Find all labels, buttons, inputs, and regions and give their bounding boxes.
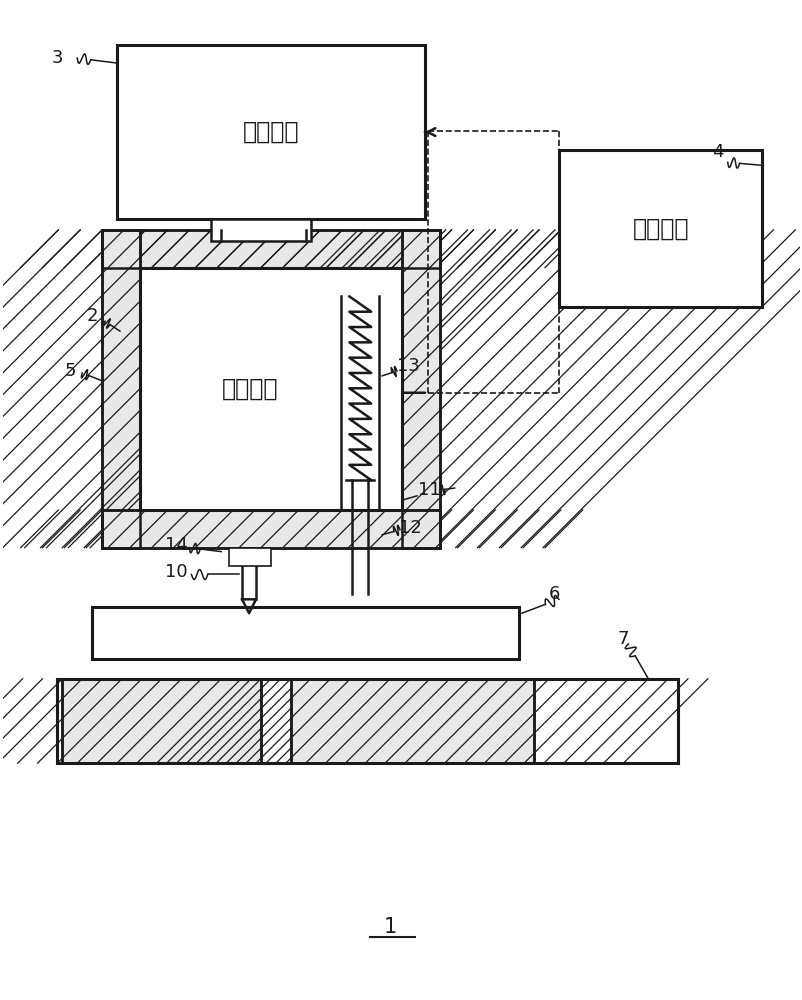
Bar	[102, 230, 140, 548]
Bar	[558, 150, 762, 307]
Text: 11: 11	[418, 481, 440, 499]
Text: 3: 3	[51, 49, 63, 67]
Bar	[229, 548, 270, 566]
Text: 驱动单元: 驱动单元	[242, 120, 299, 144]
Bar	[117, 45, 424, 219]
Bar	[102, 230, 439, 268]
Text: 7: 7	[617, 630, 629, 648]
Bar	[102, 230, 140, 548]
Bar	[402, 230, 439, 548]
Text: 13: 13	[396, 357, 419, 375]
Bar	[402, 230, 439, 548]
Bar	[63, 679, 261, 763]
Text: 6: 6	[548, 585, 559, 603]
Bar	[63, 679, 261, 763]
Text: 2: 2	[87, 307, 98, 325]
Bar	[92, 607, 519, 659]
Bar	[102, 230, 439, 268]
Bar	[290, 679, 533, 763]
Text: 10: 10	[165, 563, 188, 581]
Text: 4: 4	[711, 143, 723, 161]
Text: 1: 1	[383, 917, 396, 937]
Bar	[290, 679, 533, 763]
Text: 12: 12	[398, 519, 421, 537]
Text: 14: 14	[165, 536, 188, 554]
Bar	[211, 219, 310, 241]
Bar	[102, 510, 439, 548]
Text: 旋转单元: 旋转单元	[221, 377, 277, 401]
Text: 控制单元: 控制单元	[632, 217, 688, 241]
Bar	[102, 510, 439, 548]
Text: 5: 5	[64, 362, 76, 380]
Bar	[140, 268, 402, 510]
